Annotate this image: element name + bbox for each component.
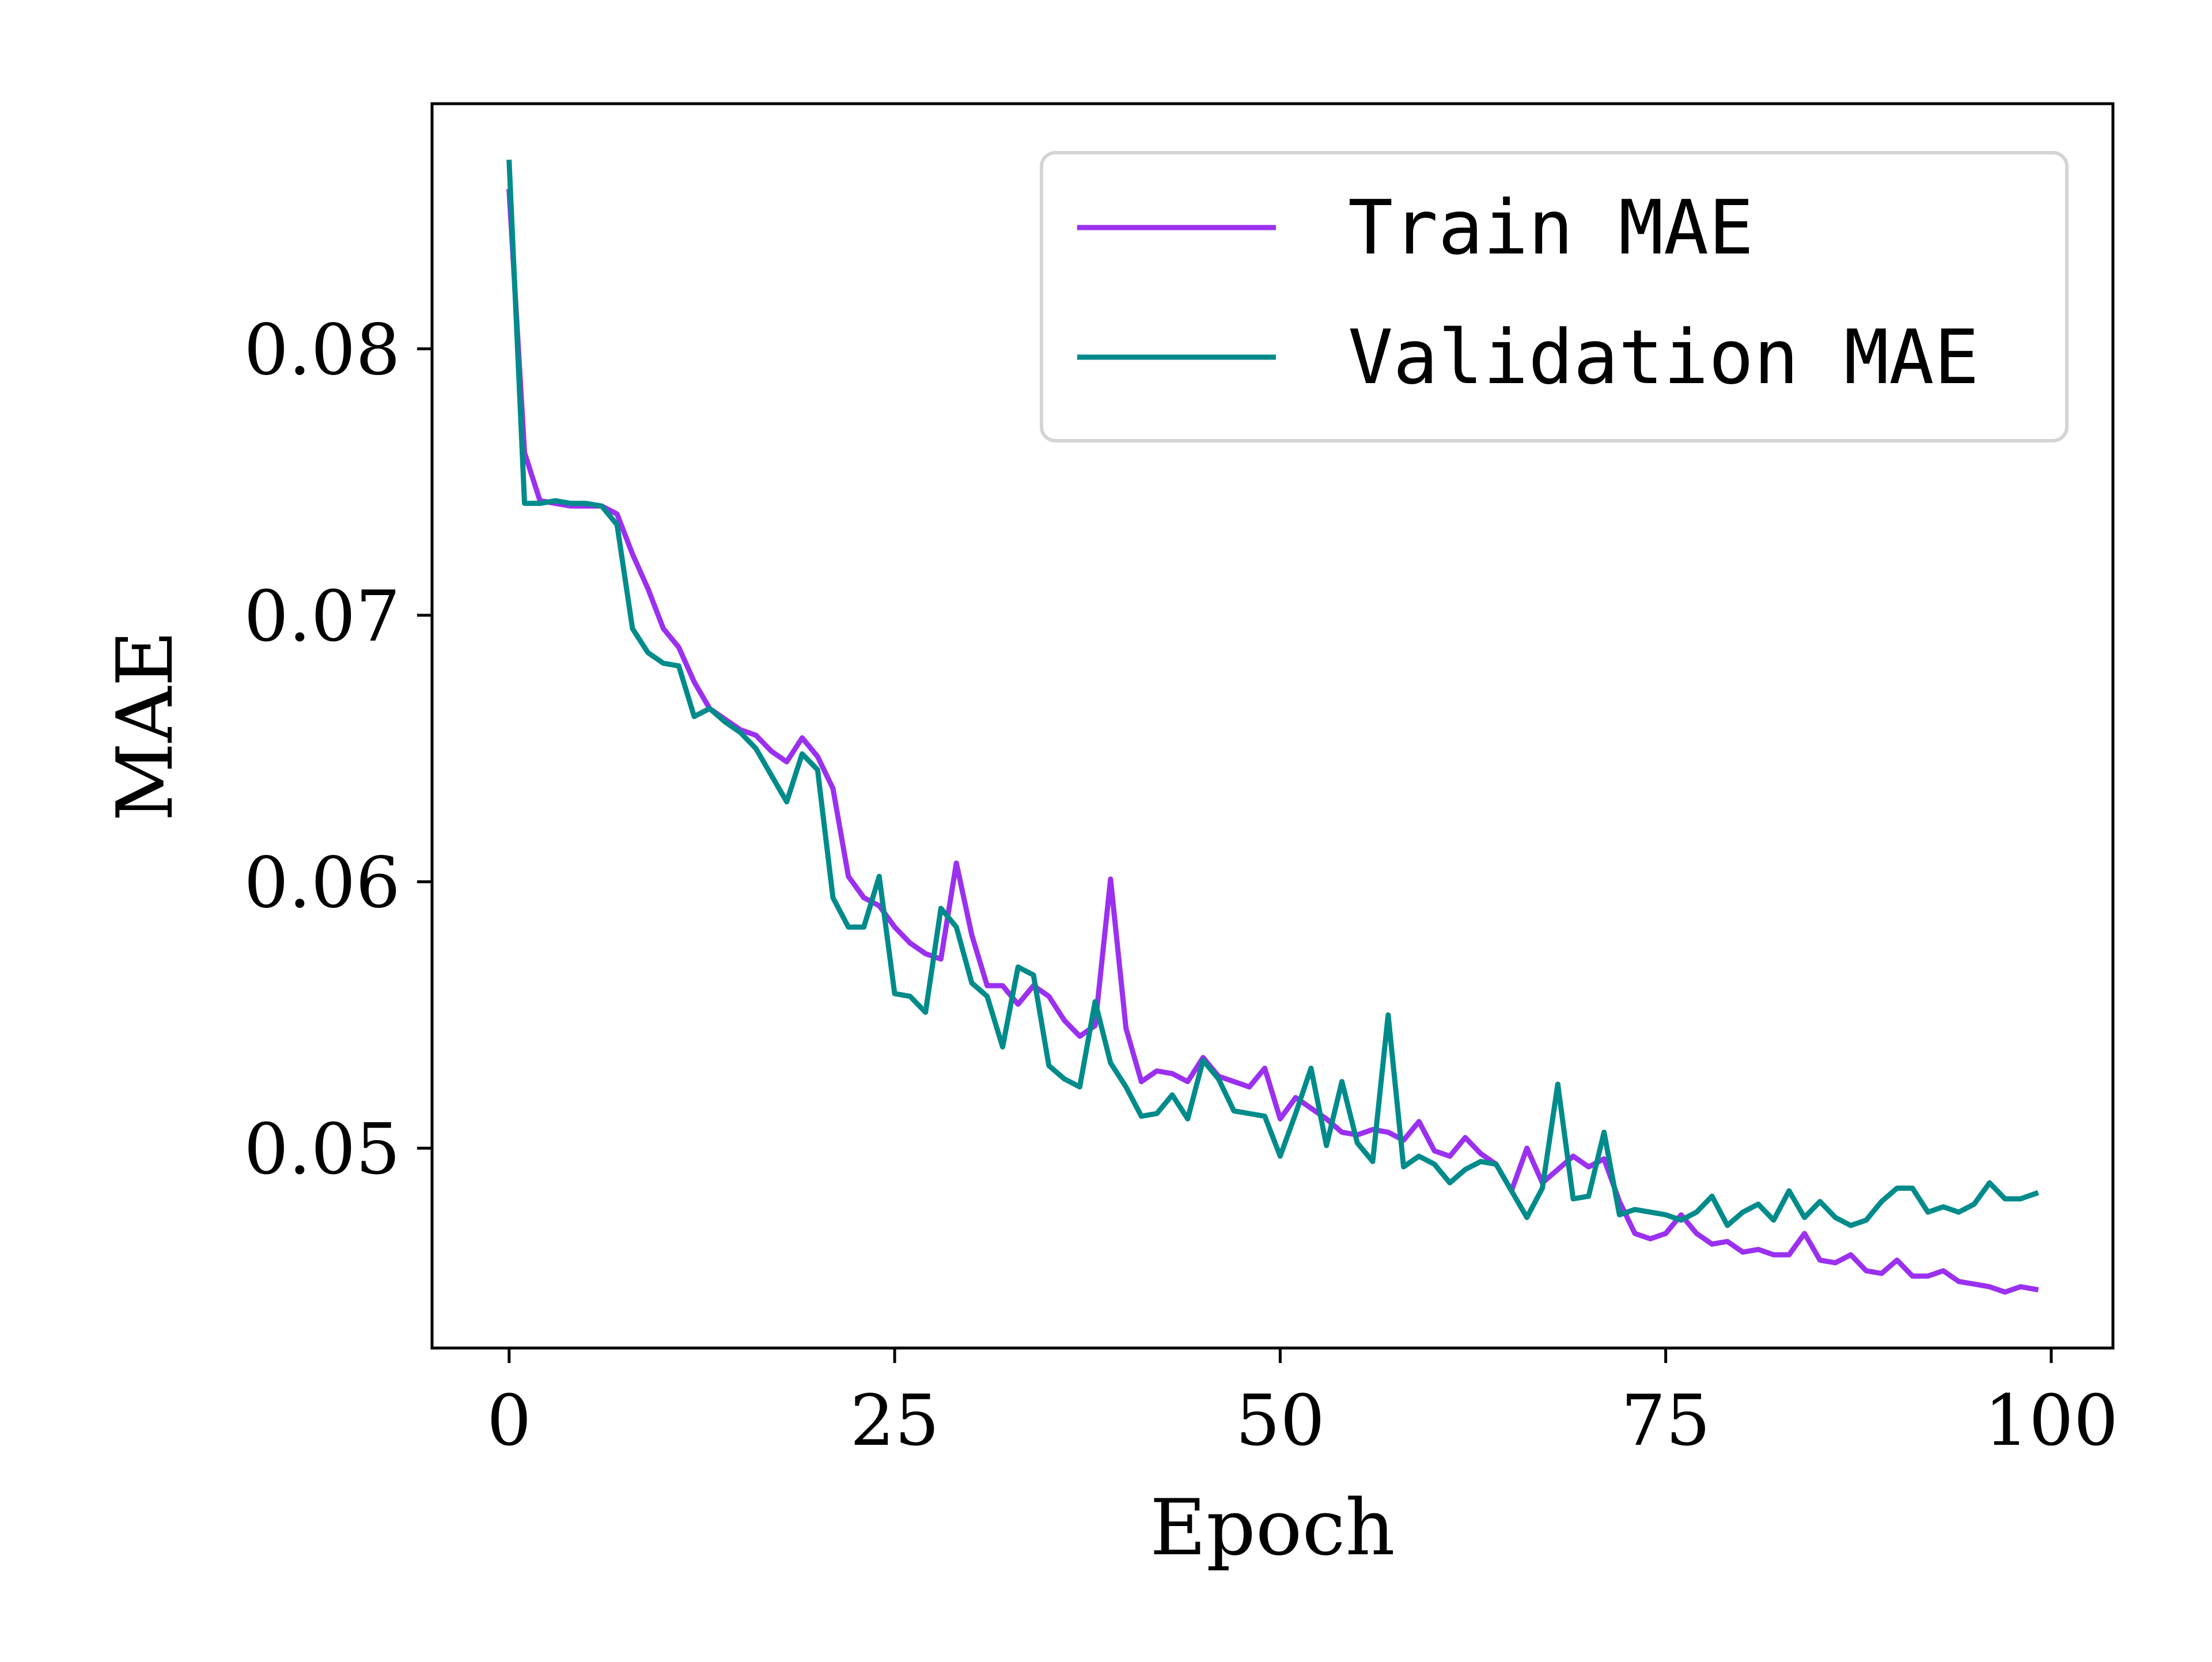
x-axis: 0 25 50 75 100 (487, 1348, 2118, 1462)
y-tick-label: 0.07 (244, 576, 400, 657)
y-tick-label: 0.05 (244, 1108, 400, 1190)
legend-label-train-mae: Train MAE (1348, 184, 1753, 271)
x-tick-label: 75 (1621, 1380, 1710, 1462)
plot-frame (430, 102, 2115, 1350)
legend: Train MAE Validation MAE (1040, 151, 2069, 442)
x-tick-label: 25 (850, 1380, 939, 1462)
legend-box (1040, 151, 2069, 442)
x-tick-label: 0 (487, 1380, 532, 1462)
legend-label-validation-mae: Validation MAE (1348, 313, 1979, 401)
y-tick-label: 0.06 (244, 842, 400, 924)
x-axis-title: Epoch (1150, 1483, 1395, 1573)
y-axis-title: MAE (100, 630, 190, 821)
series-line-validation-mae (506, 160, 2039, 1228)
x-tick-label: 100 (1984, 1380, 2118, 1462)
y-tick-label: 0.08 (244, 309, 400, 391)
x-tick-label: 50 (1236, 1380, 1325, 1462)
y-axis: 0.05 0.06 0.07 0.08 (244, 309, 432, 1190)
series-layer (506, 160, 2039, 1295)
series-line-train-mae (506, 188, 2039, 1295)
